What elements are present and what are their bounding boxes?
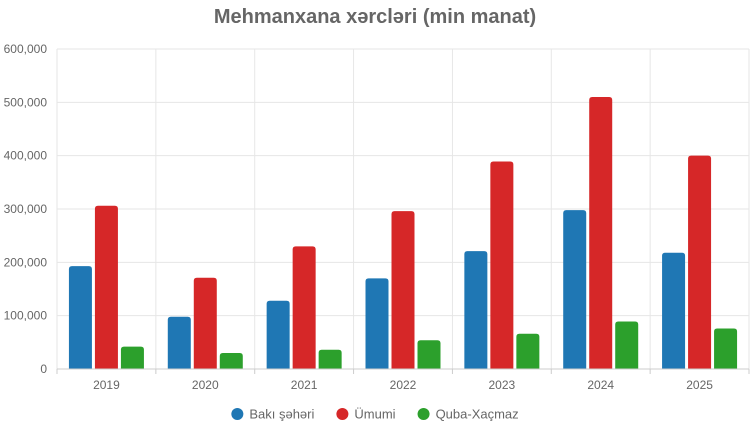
x-tick-label: 2023	[489, 378, 516, 392]
legend-label: Bakı şəhəri	[249, 407, 314, 422]
bar	[365, 278, 389, 369]
bar	[688, 155, 712, 369]
legend-marker	[417, 408, 430, 420]
bar	[714, 328, 738, 369]
x-tick-label: 2024	[587, 378, 614, 392]
y-tick-label: 100,000	[4, 309, 48, 323]
y-tick-label: 600,000	[4, 42, 48, 56]
x-tick-label: 2020	[192, 378, 219, 392]
chart-title: Mehmanxana xərcləri (min manat)	[214, 6, 536, 28]
bar	[589, 97, 613, 369]
bar	[193, 277, 217, 369]
bars	[68, 97, 738, 369]
bar	[167, 316, 191, 369]
legend: Bakı şəhəri Ümumi Quba-Xaçmaz	[231, 407, 519, 422]
bar	[292, 246, 316, 369]
bar	[615, 321, 639, 369]
bar	[464, 251, 488, 369]
bar	[516, 333, 540, 369]
x-tick-label: 2022	[390, 378, 417, 392]
x-tick-label: 2019	[93, 378, 120, 392]
y-tick-label: 400,000	[4, 149, 48, 163]
bar	[391, 211, 415, 369]
bar	[266, 300, 290, 369]
x-tick-label: 2025	[686, 378, 713, 392]
y-tick-label: 500,000	[4, 95, 48, 109]
y-tick-label: 300,000	[4, 202, 48, 216]
bar	[417, 340, 441, 369]
legend-marker	[231, 408, 244, 420]
grid	[56, 48, 750, 370]
x-tick-label: 2021	[291, 378, 318, 392]
bar	[318, 349, 342, 369]
bar	[490, 161, 514, 369]
bar	[94, 205, 118, 369]
legend-item[interactable]: Quba-Xaçmaz	[417, 407, 519, 422]
bar	[662, 252, 686, 369]
legend-item[interactable]: Ümumi	[336, 407, 396, 422]
y-tick-label: 0	[40, 362, 47, 376]
y-tick-label: 200,000	[4, 255, 48, 269]
bar	[563, 210, 587, 369]
bar	[120, 346, 144, 369]
axes: 0 100,000 200,000 300,000 400,000 500,000 600,…	[4, 42, 750, 392]
legend-item[interactable]: Bakı şəhəri	[231, 407, 314, 422]
legend-marker	[336, 408, 349, 420]
bar	[68, 266, 92, 369]
bar	[219, 353, 243, 369]
legend-label: Quba-Xaçmaz	[436, 407, 519, 422]
legend-label: Ümumi	[354, 407, 395, 422]
